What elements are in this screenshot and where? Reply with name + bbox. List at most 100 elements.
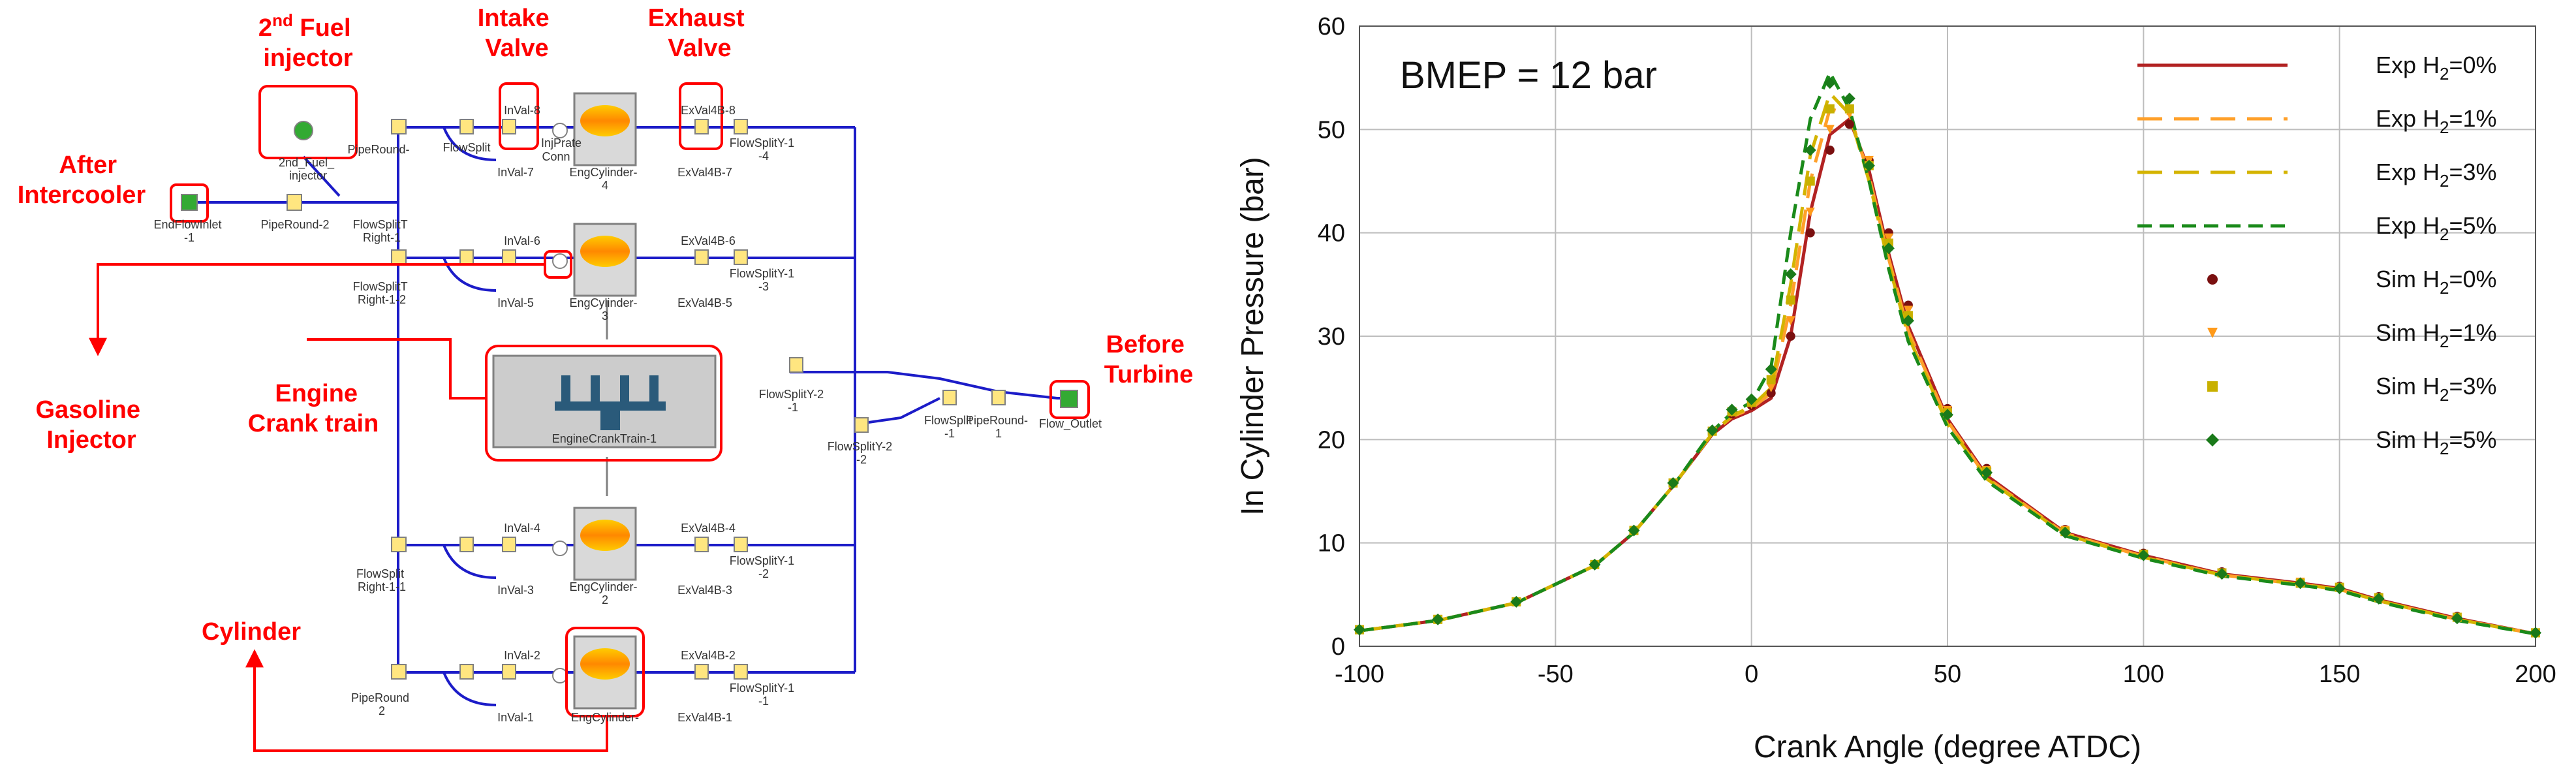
- sim-data-point: [2294, 577, 2306, 589]
- sim-data-point: [1726, 403, 1738, 416]
- cylinder-flame-icon: [580, 105, 630, 136]
- engcyl-4-label: EngCylinder-: [571, 711, 639, 724]
- inval-8-node[interactable]: [502, 119, 516, 134]
- exval4b-1-label: ExVal4B-1: [677, 711, 732, 724]
- sim-data-point: [1784, 268, 1797, 280]
- y-tick-label: 10: [1318, 530, 1345, 557]
- engine-crank-train-callout: Engine Crank train: [248, 380, 379, 437]
- flowsplit-node[interactable]: [459, 119, 474, 134]
- row-3-components: [391, 507, 748, 581]
- series-layer: [1354, 71, 2541, 639]
- y-axis-label: In Cylinder Pressure (bar): [1235, 157, 1270, 516]
- flowsplity-node[interactable]: [734, 537, 748, 552]
- x-axis-label: Crank Angle (degree ATDC): [1754, 730, 2141, 764]
- exval-8-node[interactable]: [694, 119, 709, 134]
- engcyl-3-label: EngCylinder- 2: [569, 580, 640, 606]
- flowsplit-merge-node[interactable]: [942, 390, 957, 405]
- x-tick-label: 100: [2123, 661, 2164, 688]
- sim-data-point: [1745, 393, 1758, 405]
- inval-7-label: InVal-7: [497, 166, 534, 179]
- flowsplit-right-node[interactable]: [391, 537, 407, 552]
- legend-item: Exp H2=3%: [2137, 159, 2497, 191]
- sim-data-point: [1981, 467, 1993, 479]
- x-tick-label: -50: [1538, 661, 1574, 688]
- pipe-round-bottom-label: PipeRound 2: [351, 691, 412, 717]
- pipe-round-node[interactable]: [391, 119, 407, 134]
- sim-data-point: [1805, 208, 1815, 217]
- after-intercooler-highlight: [170, 183, 209, 223]
- pipe-round-node[interactable]: [391, 664, 407, 680]
- sim-data-point: [1766, 375, 1776, 384]
- leader-lines: [89, 263, 608, 752]
- conn-1-label: Conn: [542, 150, 570, 163]
- exval4b-4-label: ExVal4B-4: [681, 522, 736, 535]
- flowsplity-node[interactable]: [734, 664, 748, 680]
- flowsplit-node[interactable]: [459, 249, 474, 265]
- fuel-injector-node-icon[interactable]: [294, 121, 313, 140]
- injprate-node[interactable]: [552, 668, 568, 683]
- cylinder-flame-icon: [580, 236, 630, 267]
- fuel-injector-box-label: 2nd_Fuel_ injector: [279, 156, 337, 182]
- sim-data-point: [1354, 623, 1365, 636]
- flowsplit-t-node[interactable]: [391, 249, 407, 265]
- inval-5-label: InVal-5: [497, 296, 534, 309]
- sim-data-point: [1844, 119, 1854, 129]
- flowsplity-2b-node[interactable]: [854, 417, 869, 433]
- sim-data-point: [1825, 146, 1835, 155]
- inval-3-label: InVal-3: [497, 584, 534, 597]
- sim-data-point: [1844, 104, 1854, 114]
- legend-label: Exp H2=5%: [2376, 212, 2497, 244]
- row-3-branch: [442, 544, 497, 579]
- y-tick-label: 40: [1318, 220, 1345, 247]
- exval-6-node[interactable]: [694, 249, 709, 265]
- injprate-node[interactable]: [552, 541, 568, 556]
- injprate-node[interactable]: [552, 253, 568, 269]
- row-1-components: [391, 92, 748, 166]
- flowsplity-node[interactable]: [734, 249, 748, 265]
- end-flow-outlet-node[interactable]: [1060, 390, 1078, 408]
- flowsplity-1-row3-label: FlowSplitY-1 -2: [730, 554, 798, 580]
- endflow-outlet-label: Flow_Outlet: [1039, 417, 1102, 431]
- x-tick-labels: -100 -50 0 50 100 150 200: [1335, 661, 2556, 688]
- inval-2-node[interactable]: [502, 664, 516, 680]
- flowsplit-node[interactable]: [459, 664, 474, 680]
- flowsplity-2-node[interactable]: [789, 357, 803, 373]
- inval-4-node[interactable]: [502, 537, 516, 552]
- end-flow-inlet-node[interactable]: [181, 194, 198, 211]
- inval-4-label: InVal-4: [504, 522, 540, 535]
- inval-6-node[interactable]: [502, 249, 516, 265]
- flowsplit-node[interactable]: [459, 537, 474, 552]
- before-turbine-callout: Before Turbine: [1104, 331, 1194, 388]
- exhaust-merge-lower: [854, 397, 940, 426]
- row-4-components: [391, 635, 748, 710]
- legend-label: Sim H2=5%: [2376, 426, 2497, 458]
- crank-train-label: EngineCrankTrain-1: [552, 432, 657, 445]
- sim-data-point: [1589, 558, 1601, 571]
- sim-data-point: [2137, 549, 2150, 561]
- cylinder-leader: [245, 649, 608, 752]
- exval-2-node[interactable]: [694, 664, 709, 680]
- sim-data-point: [2372, 593, 2385, 605]
- inval-1-label: InVal-1: [497, 711, 534, 724]
- sim-data-point: [1786, 316, 1795, 326]
- legend-label: Exp H2=3%: [2376, 159, 2497, 191]
- cylinder-highlight: [565, 627, 645, 717]
- flowsplity-node[interactable]: [734, 119, 748, 134]
- sim-data-point: [1843, 92, 1855, 104]
- pipe-round-2-node[interactable]: [287, 194, 302, 211]
- sim-data-point: [2059, 526, 2072, 539]
- sim-data-point: [1882, 242, 1895, 255]
- injprate-node[interactable]: [552, 123, 568, 138]
- exval-4-node[interactable]: [694, 537, 709, 552]
- inval-8-label: InVal-8: [504, 104, 540, 117]
- row-4-branch: [442, 672, 497, 706]
- pipe-round-out-node[interactable]: [991, 390, 1006, 405]
- flowsplity-1-row4-label: FlowSplitY-1 -1: [730, 682, 798, 708]
- plot-area-frame: [1359, 25, 2536, 647]
- flow-split-right-1-1-label: FlowSplit Right-1-1: [356, 567, 407, 593]
- sim-data-point: [1884, 233, 1893, 243]
- sim-data-point: [1942, 409, 1953, 421]
- y-tick-label: 30: [1318, 323, 1345, 351]
- flowsplity-1-top-label: FlowSplitY-1 -4: [730, 136, 798, 163]
- inval-2-label: InVal-2: [504, 649, 540, 662]
